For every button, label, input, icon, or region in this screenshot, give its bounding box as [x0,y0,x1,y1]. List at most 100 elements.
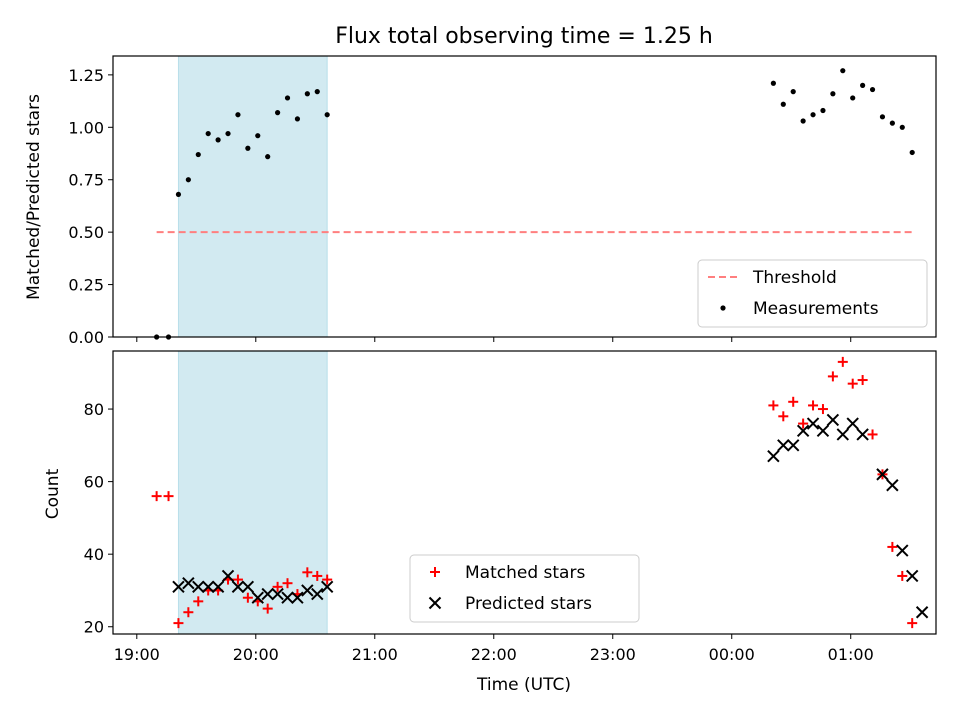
count-panel: Count Time (UTC) 20 40 60 80 19:00 20:00 21:00… [43,350,937,695]
predicted-star-point-b [192,580,205,594]
matched-star-point [193,596,204,607]
legend-entry-label: Predicted stars [465,594,592,614]
measurement-point [255,133,261,139]
ratio-panel: Matched/Predicted stars 0.00 0.25 0.50 0.75… [24,55,937,347]
predicted-star-point [201,580,215,594]
top-ytick-label: 0.50 [68,223,104,242]
measurement-point [324,112,330,118]
top-shaded-interval [177,55,328,338]
measurement-point [265,154,271,160]
matched-star-point [798,418,809,429]
matched-star-point [897,570,908,581]
bottom-ytick-label: 40 [84,545,104,564]
predicted-star-point-b [846,417,859,430]
measurement-point [314,89,320,95]
matched-star-point [887,541,898,552]
top-ytick-label: 1.00 [68,118,104,137]
matched-star-point [242,592,253,603]
predicted-star-point [806,417,820,430]
bottom-ytick-label: 60 [84,473,104,492]
predicted-star-point-b [320,580,334,594]
predicted-star-point [846,417,859,430]
predicted-star-point-b [221,569,235,583]
predicted-star-point-b [826,413,840,427]
predicted-star-point-b [896,544,909,557]
measurement-point [245,145,251,151]
legend-predicted-swatch-b [428,596,442,610]
legend-entry-label: Measurements [753,299,879,319]
measurement-point [175,191,182,198]
top-ytick-label: 0.75 [68,171,104,190]
predicted-star-point [182,576,195,590]
predicted-star-point-b [271,587,284,601]
predicted-star-point [192,580,205,594]
predicted-star-point-b [291,591,304,604]
xtick-label: 21:00 [352,645,398,664]
xtick-label: 22:00 [471,645,517,664]
xtick-label: 23:00 [590,645,636,664]
predicted-star-point [787,439,800,452]
measurement-point [185,177,191,183]
predicted-star-point [905,569,919,583]
xtick-label: 01:00 [828,645,874,664]
xtick-label: 00:00 [709,645,755,664]
measurement-point [275,110,281,116]
predicted-star-point-b [231,580,245,594]
matched-star-point [827,371,838,382]
top-ytick-label: 0.00 [68,328,104,347]
predicted-star-point-b [886,479,899,492]
measurement-point [284,95,291,101]
x-axis-label: Time (UTC) [476,675,571,695]
predicted-star-point [241,580,255,594]
measurement-point [879,114,886,120]
matched-star-point [788,396,799,407]
predicted-star-point-b [915,606,929,619]
measurement-point [790,89,796,95]
predicted-star-point [796,424,810,438]
top-y-axis-label: Matched/Predicted stars [24,94,44,300]
legend-entry-label: Matched stars [465,563,585,583]
legend-matched-swatch [430,567,440,577]
top-ytick-label: 1.25 [68,66,104,85]
predicted-star-point [281,591,294,604]
measurement-point [840,68,846,74]
predicted-star-point [172,580,185,594]
predicted-star-point [251,591,264,604]
measurement-point [195,151,201,158]
measurement-point [304,91,310,97]
measurement-point [830,91,836,97]
predicted-star-point-b [251,591,264,604]
bottom-legend: Matched stars Predicted stars [409,554,640,623]
predicted-star-point [777,439,790,452]
predicted-star-point [311,587,324,601]
predicted-star-point-b [261,587,274,601]
top-ytick-label: 0.25 [68,276,104,295]
matched-star-point [837,356,848,367]
matched-star-point [768,400,779,411]
bottom-axes-frame [112,350,937,635]
predicted-star-point-b [201,580,215,594]
measurement-point [294,116,301,122]
xtick-label: 19:00 [114,645,160,664]
predicted-star-point [896,544,909,557]
matched-star-point [847,378,858,389]
matched-star-point [282,578,293,589]
predicted-star-point [915,606,929,619]
measurement-point [205,130,211,137]
measurement-point [810,112,816,118]
predicted-star-point-b [787,439,800,452]
predicted-star-point-b [856,428,869,441]
measurement-point [889,120,895,126]
predicted-star-point-b [836,428,849,441]
predicted-star-point [231,580,245,594]
predicted-star-point [886,479,899,492]
predicted-star-point-b [301,584,314,597]
measurement-point [780,101,786,107]
predicted-star-point-b [241,580,255,594]
bottom-legend-box [409,554,640,623]
matched-star-point [173,618,184,629]
predicted-star-point-b [816,424,830,438]
predicted-star-point [291,591,304,604]
measurement-point [770,80,776,86]
